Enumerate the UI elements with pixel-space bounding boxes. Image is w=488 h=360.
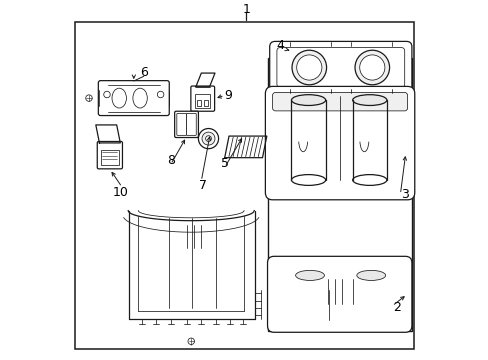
Bar <box>203 100 208 106</box>
FancyBboxPatch shape <box>190 86 214 111</box>
Bar <box>101 150 119 165</box>
Circle shape <box>103 91 110 98</box>
Text: 5: 5 <box>220 157 228 170</box>
Circle shape <box>291 50 326 85</box>
FancyBboxPatch shape <box>272 93 407 111</box>
Ellipse shape <box>133 88 147 108</box>
Ellipse shape <box>112 88 126 108</box>
Bar <box>197 100 201 106</box>
Text: 9: 9 <box>224 89 232 102</box>
Circle shape <box>202 132 215 145</box>
Ellipse shape <box>352 95 386 105</box>
Ellipse shape <box>356 270 385 280</box>
FancyBboxPatch shape <box>265 86 414 200</box>
FancyBboxPatch shape <box>98 81 169 116</box>
Text: 1: 1 <box>242 3 250 15</box>
Ellipse shape <box>291 175 325 185</box>
Bar <box>267 58 411 331</box>
Ellipse shape <box>291 95 325 105</box>
Ellipse shape <box>352 175 386 185</box>
FancyBboxPatch shape <box>269 41 411 94</box>
Text: 10: 10 <box>112 186 128 199</box>
Circle shape <box>205 136 211 141</box>
Circle shape <box>187 338 194 345</box>
Circle shape <box>359 55 384 80</box>
FancyBboxPatch shape <box>186 113 196 135</box>
FancyBboxPatch shape <box>97 141 122 169</box>
Text: 2: 2 <box>393 301 401 314</box>
Text: 6: 6 <box>140 66 147 78</box>
FancyBboxPatch shape <box>174 111 198 138</box>
Circle shape <box>85 95 92 102</box>
Circle shape <box>157 91 163 98</box>
Bar <box>195 94 210 108</box>
FancyBboxPatch shape <box>267 256 411 332</box>
Ellipse shape <box>295 270 324 280</box>
Text: 4: 4 <box>276 39 284 51</box>
FancyBboxPatch shape <box>276 48 404 87</box>
Circle shape <box>354 50 389 85</box>
Circle shape <box>198 129 218 149</box>
Text: 3: 3 <box>400 188 408 201</box>
Circle shape <box>296 55 321 80</box>
Text: 7: 7 <box>199 179 207 192</box>
Text: 8: 8 <box>166 154 174 167</box>
FancyBboxPatch shape <box>177 113 186 135</box>
